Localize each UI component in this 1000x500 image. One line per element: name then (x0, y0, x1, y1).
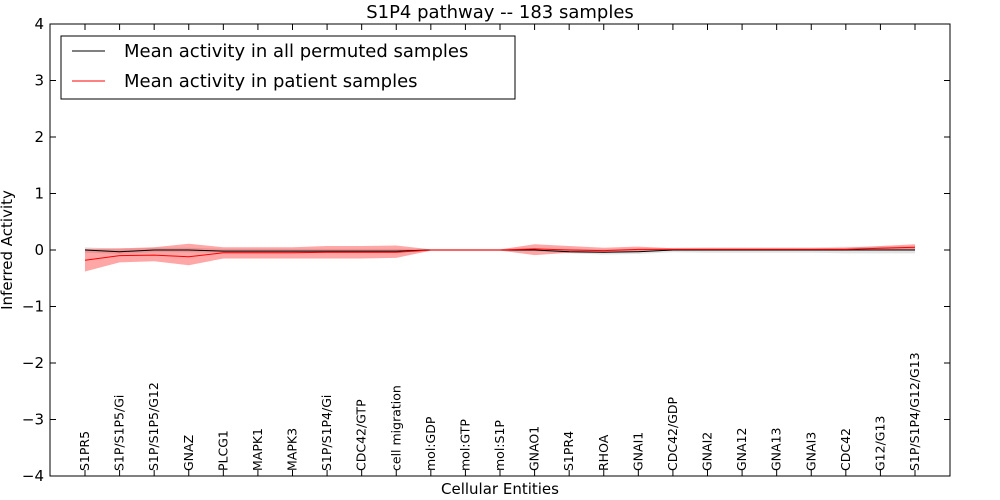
y-tick-label: −3 (22, 411, 44, 429)
y-tick-label: 3 (34, 72, 44, 90)
y-tick-label: 1 (34, 185, 44, 203)
x-tick-label: GNA13 (769, 428, 784, 472)
x-tick-label: cell migration (388, 385, 403, 471)
y-tick-label: −4 (22, 467, 44, 485)
series-line-patient (84, 246, 916, 261)
x-tick-labels: S1PR5 S1P/S1P5/Gi S1P/S1P5/G12 GNAZ PLCG1 MAP… (77, 352, 922, 471)
x-tick-label: MAPK3 (285, 428, 300, 471)
x-tick-label: mol:GDP (423, 416, 438, 471)
y-tick-label: −2 (22, 354, 44, 372)
y-tick-label: 4 (34, 15, 44, 33)
legend-box (60, 35, 516, 100)
x-tick-label: GNAO1 (527, 426, 542, 471)
x-axis-label: Cellular Entities (441, 480, 559, 498)
y-tick-label: −1 (22, 298, 44, 316)
legend: Mean activity in all permuted samples Me… (60, 35, 516, 100)
x-tick-label: MAPK1 (250, 428, 265, 471)
x-tick-label: S1P/S1P5/Gi (112, 395, 127, 471)
x-tick-label: S1PR4 (561, 431, 576, 471)
confidence-bands (85, 243, 915, 272)
x-tick-label: S1PR5 (77, 431, 92, 471)
x-tick-label: S1P/S1P4/Gi (319, 395, 334, 471)
x-tick-label: GNA12 (734, 428, 749, 472)
axes: 4 3 2 1 0 −1 −2 −3 −4 (22, 15, 951, 485)
legend-label-permuted: Mean activity in all permuted samples (124, 41, 468, 62)
y-axis-label: Inferred Activity (0, 190, 16, 310)
x-tick-label: GNAI3 (803, 432, 818, 471)
x-tick-label: mol:GTP (457, 419, 472, 471)
x-tick-label: GNAI2 (700, 432, 715, 471)
y-tick-label: 0 (34, 241, 44, 259)
x-tick-label: PLCG1 (215, 430, 230, 471)
y-tick-label: 2 (34, 128, 44, 146)
x-tick-label: CDC42 (838, 428, 853, 471)
x-tick-label: CDC42/GTP (354, 399, 369, 471)
x-tick-label: G12/G13 (872, 416, 887, 471)
x-tick-label: S1P/S1P4/G12/G13 (907, 352, 922, 471)
x-tick-label: GNAI1 (630, 432, 645, 471)
x-tick-label: GNAZ (181, 435, 196, 471)
chart-title: S1P4 pathway -- 183 samples (366, 2, 634, 23)
x-tick-label: CDC42/GDP (665, 396, 680, 471)
x-tick-label: S1P/S1P5/G12 (146, 382, 161, 471)
legend-label-patient: Mean activity in patient samples (124, 71, 418, 92)
series-lines (84, 246, 916, 261)
x-tick-label: RHOA (596, 434, 611, 471)
x-tick-label: mol:S1P (492, 420, 507, 471)
